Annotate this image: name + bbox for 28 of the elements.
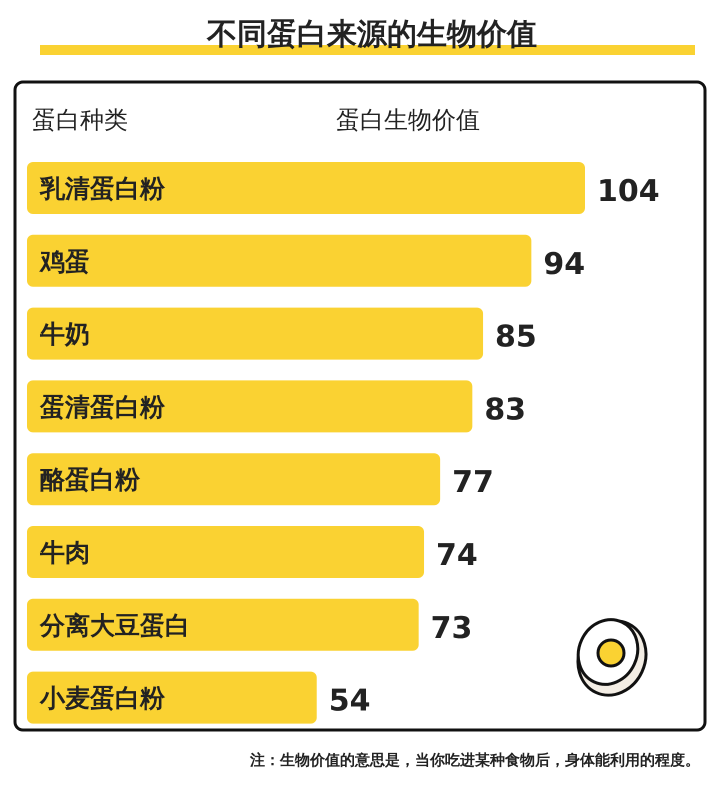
data-label: 83 <box>484 392 526 428</box>
y-tick-label: 鸡蛋 <box>39 246 90 276</box>
bar <box>27 598 419 651</box>
y-tick-label: 蛋清蛋白粉 <box>39 392 166 422</box>
bar <box>27 380 472 432</box>
y-axis-title: 蛋白种类 <box>32 106 128 134</box>
data-label: 85 <box>495 320 537 355</box>
bar <box>27 162 585 214</box>
data-label: 77 <box>452 465 494 500</box>
bar <box>27 526 424 578</box>
x-axis-title: 蛋白生物价值 <box>336 106 480 134</box>
data-label: 73 <box>430 610 472 646</box>
y-tick-label: 小麦蛋白粉 <box>39 684 166 713</box>
y-tick-label: 乳清蛋白粉 <box>39 174 166 203</box>
data-label: 104 <box>597 174 660 209</box>
y-tick-label: 分离大豆蛋白 <box>39 610 190 640</box>
data-label: 54 <box>328 684 370 719</box>
text: 注：生物价值的意思是，当你吃进某种食物后，身体能利用的程度。 <box>249 751 700 769</box>
data-label: 94 <box>543 246 586 282</box>
chart-title: 不同蛋白来源的生物价值 <box>206 17 537 52</box>
bar <box>27 234 532 287</box>
y-tick-label: 牛奶 <box>39 320 90 349</box>
bar <box>27 453 440 506</box>
bar <box>27 672 317 724</box>
data-label: 74 <box>436 538 478 573</box>
bar <box>27 308 484 360</box>
y-tick-label: 酪蛋白粉 <box>40 465 141 494</box>
y-tick-label: 牛肉 <box>39 538 90 567</box>
